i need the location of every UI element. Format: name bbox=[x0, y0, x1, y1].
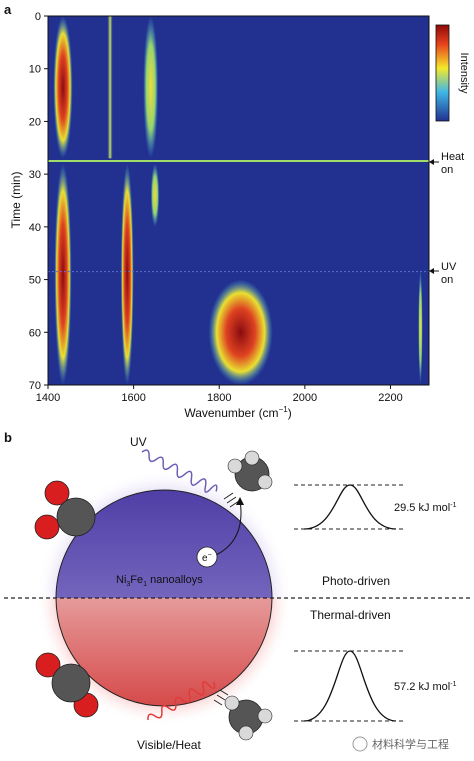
watermark-logo-icon bbox=[352, 736, 368, 752]
x-tick-label: 1600 bbox=[121, 392, 145, 404]
electron-icon bbox=[196, 546, 218, 568]
x-tick-label: 1800 bbox=[207, 392, 231, 404]
co-molecule-bottom bbox=[35, 652, 99, 718]
y-tick-label: 60 bbox=[29, 327, 41, 339]
heat-on-label-line1: Heat bbox=[441, 151, 464, 163]
co-molecule-top bbox=[34, 480, 96, 540]
thermal-barrier-path bbox=[303, 650, 397, 722]
heatmap-band-3 bbox=[54, 163, 72, 385]
y-tick-label: 10 bbox=[29, 64, 41, 76]
co-top-o1 bbox=[44, 480, 70, 506]
panel-b-label: b bbox=[4, 430, 12, 445]
heatmap-band-5 bbox=[150, 163, 160, 227]
y-tick-label: 0 bbox=[35, 11, 41, 23]
co-top-o2 bbox=[34, 514, 60, 540]
heat-wave-path bbox=[147, 680, 216, 721]
molecule-top-h1 bbox=[227, 458, 243, 474]
electron-arrow-path bbox=[215, 499, 242, 556]
heatmap-band-4 bbox=[120, 163, 134, 385]
y-tick-label: 70 bbox=[29, 380, 41, 392]
y-tick-label: 30 bbox=[29, 169, 41, 181]
molecule-top-h3 bbox=[257, 474, 273, 490]
uv-wave-path bbox=[141, 449, 218, 493]
y-axis: 0 10 20 30 40 50 60 70 bbox=[29, 11, 48, 392]
heatmap-band-7 bbox=[418, 269, 423, 385]
co-top-c bbox=[56, 497, 96, 537]
photo-barrier-curve bbox=[294, 484, 404, 530]
y-axis-title: Time (min) bbox=[9, 172, 23, 229]
panel-a-label: a bbox=[4, 2, 12, 17]
heatmap-band-6 bbox=[208, 279, 273, 385]
x-axis: 1400 1600 1800 2000 2200 bbox=[36, 385, 403, 404]
bond-bottom-3 bbox=[213, 699, 223, 706]
uv-on-annotation: UV on bbox=[429, 261, 457, 286]
x-tick-label: 2000 bbox=[293, 392, 317, 404]
watermark: 材料科学与工程 bbox=[352, 736, 449, 752]
thermal-driven-label: Thermal-driven bbox=[310, 608, 391, 622]
molecule-bottom-h1 bbox=[224, 695, 240, 711]
heat-on-arrowhead bbox=[429, 159, 434, 165]
bond-bottom-1 bbox=[219, 689, 229, 696]
x-tick-label: 2200 bbox=[378, 392, 402, 404]
bond-top-2 bbox=[226, 496, 237, 504]
uv-on-arrowhead bbox=[429, 268, 434, 274]
molecule-bottom-h2 bbox=[257, 708, 273, 724]
nanoalloy-sphere bbox=[55, 489, 273, 707]
heat-on-label-line2: on bbox=[441, 164, 453, 176]
watermark-text: 材料科学与工程 bbox=[372, 737, 449, 751]
x-axis-title: Wavenumber (cm−1) bbox=[184, 405, 291, 420]
electron-transfer: e− bbox=[196, 497, 244, 568]
co-bottom-c bbox=[51, 663, 91, 703]
bond-bottom-2 bbox=[216, 694, 226, 701]
photo-barrier-path bbox=[303, 484, 397, 530]
y-tick-label: 40 bbox=[29, 222, 41, 234]
y-tick-label: 50 bbox=[29, 275, 41, 287]
heatmap-band-0 bbox=[53, 16, 73, 159]
nanoalloy-label: Ni3Fe1 nanoalloys bbox=[116, 574, 203, 588]
adsorbate-molecule-bottom bbox=[213, 689, 273, 741]
thermal-barrier-curve bbox=[294, 650, 404, 722]
heatmap-band-2 bbox=[143, 16, 159, 159]
adsorbate-molecule-top bbox=[223, 450, 273, 508]
heatmap-band-1 bbox=[107, 16, 113, 159]
y-tick-label: 20 bbox=[29, 116, 41, 128]
bond-top-1 bbox=[223, 492, 234, 500]
heatmap-frame bbox=[47, 15, 430, 386]
heatmap-features bbox=[48, 16, 429, 385]
sphere-bottom-half bbox=[56, 598, 272, 706]
uv-on-label-line1: UV bbox=[441, 261, 457, 273]
thermal-barrier-value: 57.2 kJ mol-1 bbox=[394, 681, 457, 693]
sphere-top-half bbox=[56, 490, 272, 598]
colorbar: Intensity bbox=[435, 24, 470, 122]
uv-wave-icon bbox=[141, 449, 218, 493]
heat-on-annotation: Heat on bbox=[429, 151, 464, 176]
heatmap-plot bbox=[47, 15, 430, 386]
colorbar-label: Intensity bbox=[458, 53, 470, 94]
photo-driven-label: Photo-driven bbox=[322, 574, 390, 588]
molecule-bottom-h3 bbox=[238, 725, 254, 741]
electron-arrowhead bbox=[236, 497, 244, 505]
molecule-top-h2 bbox=[244, 450, 260, 466]
photo-barrier-value: 29.5 kJ mol-1 bbox=[394, 502, 457, 514]
uv-on-label-line2: on bbox=[441, 274, 453, 286]
x-tick-label: 1400 bbox=[36, 392, 60, 404]
heat-wave-icon bbox=[147, 680, 216, 721]
co-bottom-o1 bbox=[35, 652, 61, 678]
electron-label: e− bbox=[202, 552, 212, 564]
colorbar-gradient bbox=[435, 24, 450, 122]
uv-label: UV bbox=[130, 435, 147, 449]
visible-heat-label: Visible/Heat bbox=[137, 738, 201, 752]
